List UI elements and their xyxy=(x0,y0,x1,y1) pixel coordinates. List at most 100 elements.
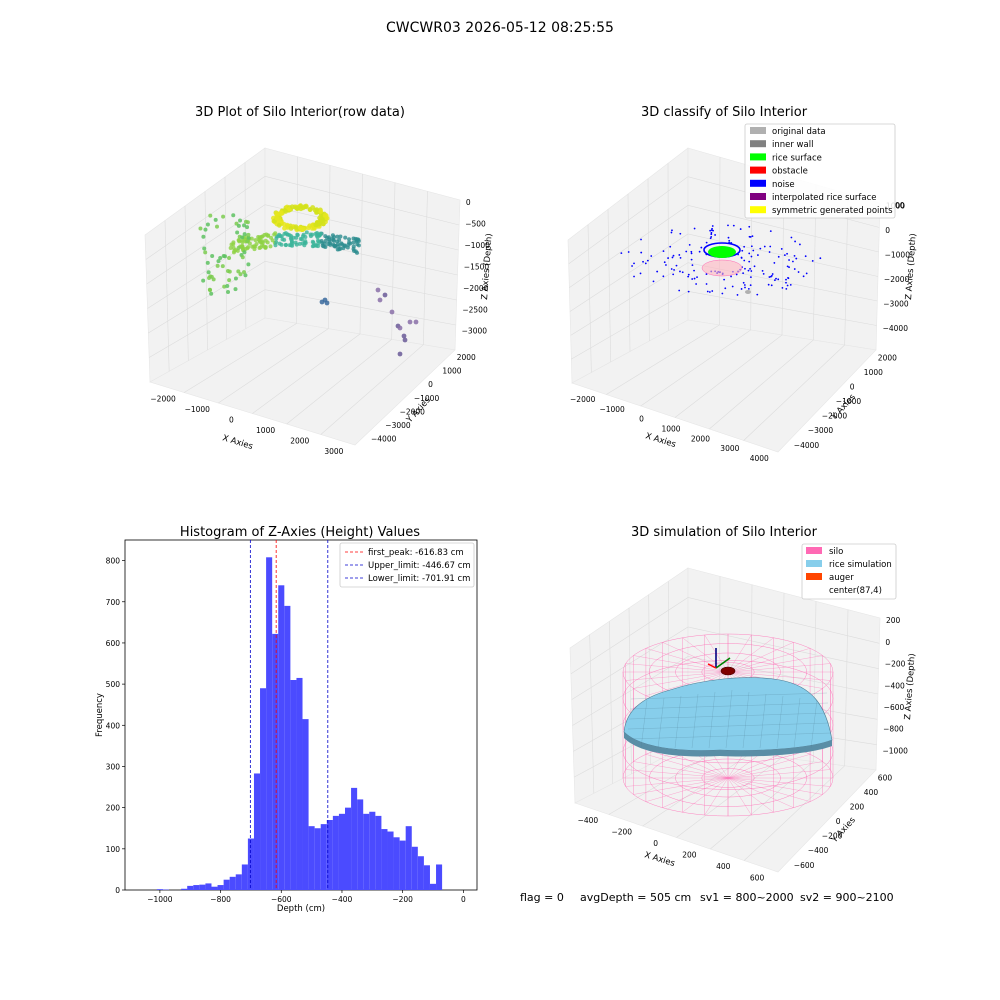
x-tick-label: −200 xyxy=(392,895,413,904)
histogram-bar xyxy=(296,677,303,890)
rice-mesh-line xyxy=(776,695,784,749)
classify-noise-point xyxy=(709,229,712,232)
classify-noise-point xyxy=(711,225,714,227)
z-tick-label: 0 xyxy=(466,198,471,207)
y-tick-label: 0 xyxy=(428,380,433,389)
raw-point xyxy=(209,291,214,296)
classify-noise-point xyxy=(665,264,667,266)
status-sv1: sv1 = 800~2000 xyxy=(700,891,794,904)
classify-noise-point xyxy=(743,284,746,286)
rice-mesh-line xyxy=(627,722,831,730)
raw-point xyxy=(236,269,241,274)
classify-noise-point xyxy=(656,270,659,273)
classify-noise-point xyxy=(768,276,771,278)
x-tick-label: 3000 xyxy=(324,447,343,456)
raw-point xyxy=(345,245,350,250)
raw-point xyxy=(218,256,223,261)
classify-noise-point xyxy=(663,261,666,264)
raw-point xyxy=(332,243,337,248)
classify-noise-point xyxy=(739,228,742,230)
classify-noise-point xyxy=(671,256,674,259)
histogram-bar xyxy=(393,837,400,890)
raw-point xyxy=(278,210,284,215)
raw-point xyxy=(301,232,306,237)
classify-noise-point xyxy=(670,268,673,270)
panel-simulation-3d: 3D simulation of Silo Interior −400 −200 0… xyxy=(569,525,918,882)
raw-point xyxy=(221,214,226,219)
histogram-bar xyxy=(417,856,424,890)
classify-noise-point xyxy=(770,274,773,277)
y-tick-label: −200 xyxy=(822,832,843,841)
raw-point xyxy=(317,221,322,227)
sim-ylabel: Y Axies xyxy=(829,815,858,846)
histogram-bar xyxy=(235,874,242,890)
classify-noise-point xyxy=(793,268,796,270)
histogram-bar xyxy=(387,831,394,890)
rice-mesh-line xyxy=(759,693,767,749)
y-tick-label: 400 xyxy=(106,721,121,730)
z-tick-label: −1000 xyxy=(883,746,909,755)
rice-mesh-line xyxy=(674,695,682,749)
raw-point xyxy=(240,255,245,260)
classify-noise-point xyxy=(763,245,766,248)
classify-points xyxy=(620,224,822,296)
raw-point xyxy=(250,244,255,249)
legend-label: noise xyxy=(772,180,795,190)
classify-noise-point xyxy=(727,236,730,239)
raw-point xyxy=(313,222,319,228)
raw-point xyxy=(231,213,236,218)
histogram-bar xyxy=(429,883,437,890)
z-tick-label: −600 xyxy=(884,703,905,712)
raw-point xyxy=(225,268,230,273)
raw-point xyxy=(325,235,330,240)
figure-title: CWCWR03 2026-05-12 08:25:55 xyxy=(386,20,614,36)
classify-noise-point xyxy=(748,260,751,263)
raw-point xyxy=(274,240,279,245)
raw-point xyxy=(377,297,383,303)
rice-mesh-line xyxy=(628,712,830,720)
y-tick-label: −600 xyxy=(794,861,815,870)
simulation-legend: silo rice simulation auger center(87,4) xyxy=(801,543,897,600)
classify-noise-point xyxy=(762,272,765,275)
raw-point xyxy=(236,245,241,250)
x-tick-label: 3000 xyxy=(720,444,739,453)
histogram-bar xyxy=(241,864,248,890)
raw-y-ticks: 2000 1000 0 −1000 −2000 −3000 −4000 xyxy=(371,353,476,443)
y-tick-label: 1000 xyxy=(864,368,883,377)
classify-noise-point xyxy=(735,273,738,276)
classify-noise-point xyxy=(756,293,759,296)
raw-point xyxy=(323,238,328,243)
raw-point xyxy=(324,215,330,221)
classify-noise-point xyxy=(672,273,675,276)
raw-point xyxy=(276,222,282,228)
panel-classify-3d: 3D classify of Silo Interior −2000−10000… xyxy=(567,105,919,463)
raw-point xyxy=(297,241,302,246)
raw-point xyxy=(214,224,219,229)
histogram-bar xyxy=(272,633,279,890)
raw-point xyxy=(321,244,326,249)
classify-noise-point xyxy=(695,283,698,285)
classify-noise-point xyxy=(777,255,780,258)
legend-label: first_peak: -616.83 cm xyxy=(368,548,464,558)
classify-noise-point xyxy=(744,267,746,270)
raw-point xyxy=(356,243,361,248)
classify-noise-point xyxy=(679,256,682,259)
raw-point xyxy=(233,287,238,292)
classify-noise-point xyxy=(644,262,647,265)
raw-point xyxy=(289,204,295,210)
legend-swatch xyxy=(750,127,766,134)
classify-noise-point xyxy=(711,227,713,230)
y-tick-label: −4000 xyxy=(794,441,820,450)
raw-point xyxy=(355,250,360,255)
histogram-bar xyxy=(284,605,291,890)
status-sv2: sv2 = 900~2100 xyxy=(800,891,894,904)
z-tick-label: −1000 xyxy=(885,250,911,259)
histogram-bar xyxy=(223,879,230,890)
raw-point xyxy=(246,245,251,250)
classify-noise-point xyxy=(688,243,691,246)
sim-z-ticks: 200 0 −200 −400 −600 −800 −1000 xyxy=(883,616,909,755)
raw-point xyxy=(401,333,407,339)
raw-point xyxy=(343,235,348,240)
histogram-bar xyxy=(411,846,418,890)
rice-mesh-line xyxy=(708,691,716,749)
